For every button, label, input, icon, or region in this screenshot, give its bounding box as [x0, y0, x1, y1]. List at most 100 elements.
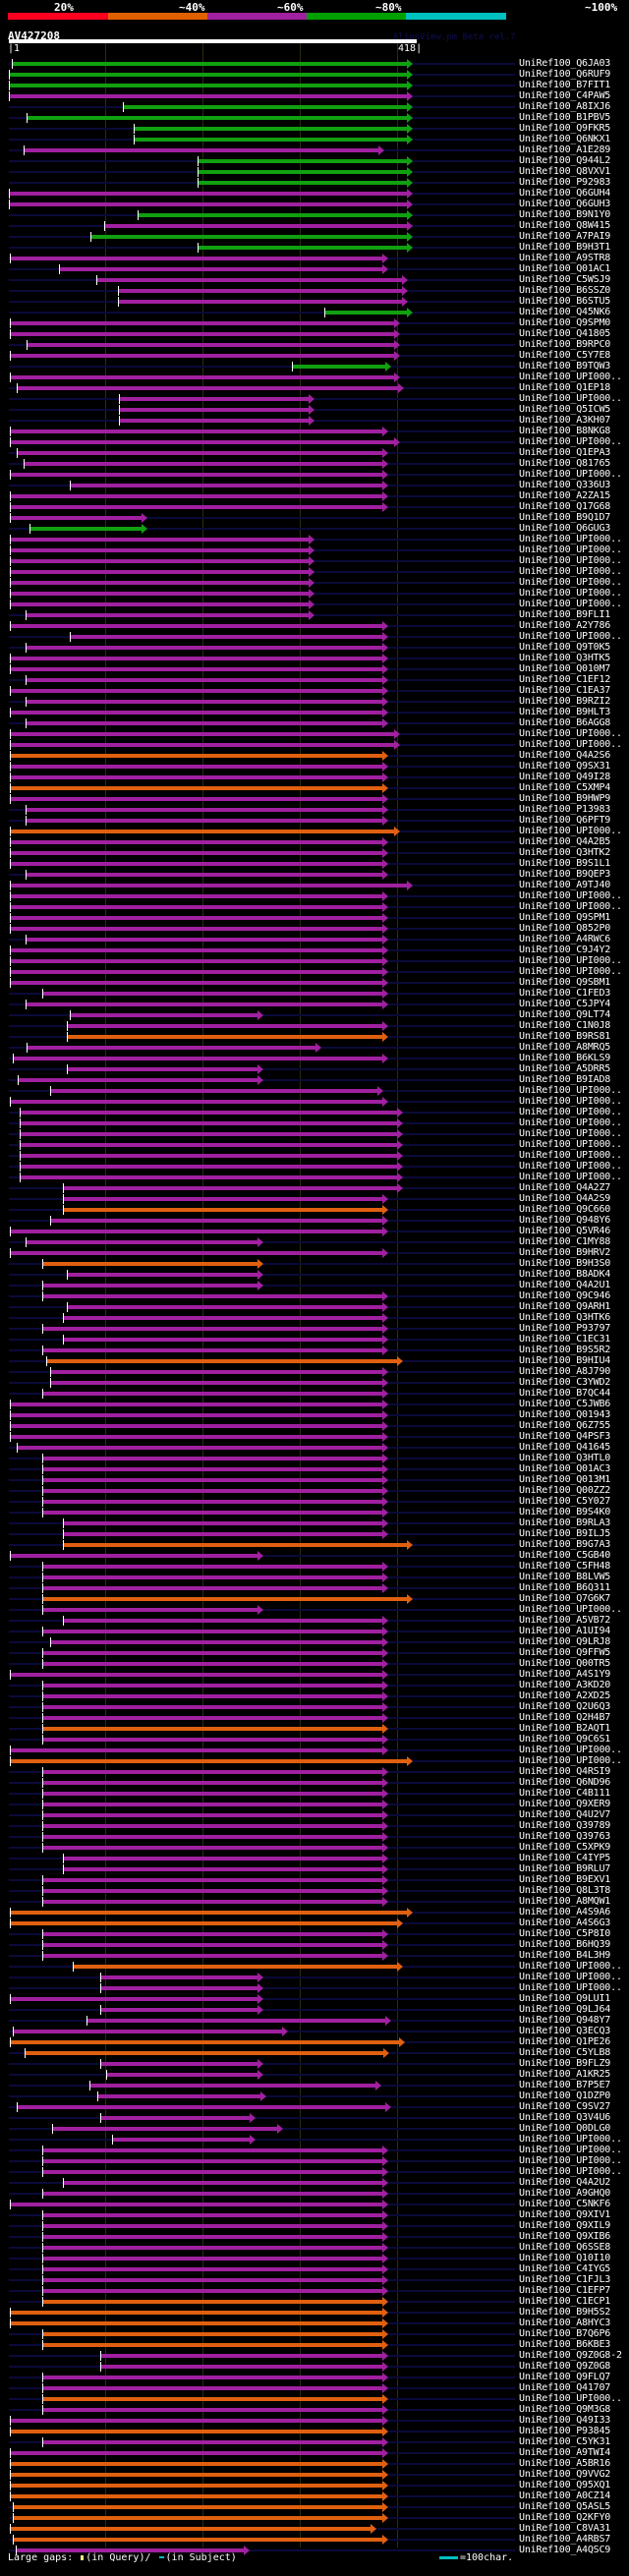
alignment-bar[interactable]	[41, 1900, 382, 1904]
hit-row[interactable]: UniRef100_B9S5R2	[0, 1345, 629, 1356]
alignment-bar[interactable]	[67, 1024, 382, 1028]
alignment-bar[interactable]	[12, 1057, 382, 1060]
alignment-bar[interactable]	[63, 1543, 407, 1547]
hit-row[interactable]: UniRef100_P93845	[0, 2426, 629, 2437]
alignment-bar[interactable]	[41, 2235, 382, 2239]
hit-row[interactable]: UniRef100_C5FH48	[0, 1561, 629, 1573]
alignment-bar[interactable]	[134, 138, 407, 142]
hit-label[interactable]: UniRef100_A3KD20	[519, 1680, 611, 1690]
alignment-bar[interactable]	[41, 1500, 382, 1504]
hit-label[interactable]: UniRef100_B9S1L1	[519, 858, 611, 869]
alignment-bar[interactable]	[25, 808, 382, 812]
hit-row[interactable]: UniRef100_UPI000..	[0, 2393, 629, 2405]
hit-row[interactable]: UniRef100_B9S1L1	[0, 858, 629, 870]
hit-row[interactable]: UniRef100_A4S1Y9	[0, 1669, 629, 1681]
hit-label[interactable]: UniRef100_Q95XQ1	[519, 2480, 611, 2490]
alignment-bar[interactable]	[118, 408, 309, 412]
hit-row[interactable]: UniRef100_UPI000..	[0, 1117, 629, 1129]
hit-label[interactable]: UniRef100_Q39763	[519, 1831, 611, 1842]
alignment-bar[interactable]	[19, 1175, 398, 1179]
hit-label[interactable]: UniRef100_B6Q311	[519, 1582, 611, 1593]
hit-row[interactable]: UniRef100_B6KLS9	[0, 1053, 629, 1064]
hit-label[interactable]: UniRef100_C1EA37	[519, 685, 611, 696]
alignment-bar[interactable]	[9, 1230, 382, 1233]
hit-row[interactable]: UniRef100_C4B111	[0, 1788, 629, 1800]
hit-label[interactable]: UniRef100_Q9XIL9	[519, 2220, 611, 2231]
hit-label[interactable]: UniRef100_B7Q6P6	[519, 2328, 611, 2339]
hit-label[interactable]: UniRef100_Q5VR46	[519, 1226, 611, 1236]
hit-row[interactable]: UniRef100_A7PAI9	[0, 231, 629, 243]
hit-row[interactable]: UniRef100_C4PAW5	[0, 90, 629, 102]
alignment-bar[interactable]	[16, 386, 399, 390]
alignment-bar[interactable]	[9, 1911, 407, 1915]
alignment-bar[interactable]	[41, 2267, 382, 2271]
hit-label[interactable]: UniRef100_Q9LRJ8	[519, 1636, 611, 1647]
alignment-bar[interactable]	[63, 1857, 382, 1860]
hit-row[interactable]: UniRef100_B9ILJ5	[0, 1528, 629, 1540]
alignment-bar[interactable]	[100, 2008, 258, 2012]
alignment-bar[interactable]	[9, 981, 382, 985]
hit-label[interactable]: UniRef100_Q41707	[519, 2382, 611, 2393]
hit-label[interactable]: UniRef100_A2XD25	[519, 1690, 611, 1701]
hit-label[interactable]: UniRef100_Q6ND96	[519, 1777, 611, 1788]
hit-label[interactable]: UniRef100_C5JPY4	[519, 999, 611, 1009]
alignment-bar[interactable]	[41, 1954, 382, 1958]
hit-row[interactable]: UniRef100_UPI000..	[0, 1755, 629, 1767]
hit-label[interactable]: UniRef100_C1FJL3	[519, 2274, 611, 2285]
hit-row[interactable]: UniRef100_Q3HTL0	[0, 1453, 629, 1464]
hit-row[interactable]: UniRef100_UPI000..	[0, 534, 629, 545]
hit-row[interactable]: UniRef100_B9HWP9	[0, 793, 629, 805]
hit-row[interactable]: UniRef100_UPI000..	[0, 566, 629, 578]
alignment-bar[interactable]	[134, 127, 407, 131]
alignment-bar[interactable]	[9, 73, 407, 77]
hit-label[interactable]: UniRef100_Q3HTL0	[519, 1453, 611, 1463]
alignment-bar[interactable]	[70, 484, 382, 487]
hit-label[interactable]: UniRef100_UPI000..	[519, 1172, 622, 1182]
hit-label[interactable]: UniRef100_Q3V4U6	[519, 2112, 611, 2123]
alignment-bar[interactable]	[41, 2376, 382, 2379]
alignment-bar[interactable]	[41, 2397, 382, 2401]
hit-label[interactable]: UniRef100_B6HQ39	[519, 1939, 611, 1950]
hit-row[interactable]: UniRef100_C1FED3	[0, 988, 629, 1000]
alignment-bar[interactable]	[41, 1943, 382, 1947]
alignment-bar[interactable]	[19, 1132, 398, 1136]
hit-row[interactable]: UniRef100_UPI000..	[0, 1128, 629, 1140]
hit-label[interactable]: UniRef100_Q49I28	[519, 772, 611, 782]
hit-label[interactable]: UniRef100_UPI000..	[519, 1128, 622, 1139]
hit-label[interactable]: UniRef100_P13983	[519, 804, 611, 815]
hit-row[interactable]: UniRef100_A5BR16	[0, 2458, 629, 2470]
alignment-bar[interactable]	[41, 1846, 382, 1850]
alignment-bar[interactable]	[9, 840, 382, 844]
alignment-bar[interactable]	[100, 1975, 258, 1979]
alignment-bar[interactable]	[9, 754, 382, 758]
hit-label[interactable]: UniRef100_B9TQW3	[519, 361, 611, 372]
hit-label[interactable]: UniRef100_A8HYC3	[519, 2318, 611, 2328]
alignment-bar[interactable]	[25, 1240, 258, 1244]
hit-label[interactable]: UniRef100_Q49I33	[519, 2415, 611, 2426]
hit-label[interactable]: UniRef100_UPI000..	[519, 2134, 622, 2145]
hit-label[interactable]: UniRef100_C5NKF6	[519, 2199, 611, 2209]
hit-label[interactable]: UniRef100_Q4RSI9	[519, 1766, 611, 1777]
alignment-bar[interactable]	[63, 1619, 382, 1623]
alignment-bar[interactable]	[41, 2300, 382, 2304]
alignment-bar[interactable]	[41, 1889, 382, 1893]
alignment-bar[interactable]	[25, 678, 382, 682]
hit-label[interactable]: UniRef100_C5YLB8	[519, 2047, 611, 2058]
alignment-bar[interactable]	[45, 1359, 398, 1363]
alignment-bar[interactable]	[9, 1759, 407, 1763]
hit-row[interactable]: UniRef100_Q4A2U2	[0, 2177, 629, 2189]
hit-label[interactable]: UniRef100_Q9C660	[519, 1204, 611, 1215]
hit-row[interactable]: UniRef100_UPI000..	[0, 599, 629, 610]
hit-label[interactable]: UniRef100_B6KBE3	[519, 2339, 611, 2350]
hit-row[interactable]: UniRef100_Q1DZP0	[0, 2090, 629, 2102]
alignment-bar[interactable]	[63, 1521, 382, 1525]
hit-row[interactable]: UniRef100_C1MY88	[0, 1236, 629, 1248]
alignment-bar[interactable]	[19, 1154, 398, 1158]
alignment-bar[interactable]	[9, 862, 382, 866]
alignment-bar[interactable]	[41, 1467, 382, 1471]
hit-row[interactable]: UniRef100_Q9XER9	[0, 1799, 629, 1810]
alignment-bar[interactable]	[58, 267, 382, 271]
hit-label[interactable]: UniRef100_C1EFP7	[519, 2285, 611, 2296]
hit-row[interactable]: UniRef100_B7Q6P6	[0, 2328, 629, 2340]
hit-label[interactable]: UniRef100_UPI000..	[519, 2155, 622, 2166]
